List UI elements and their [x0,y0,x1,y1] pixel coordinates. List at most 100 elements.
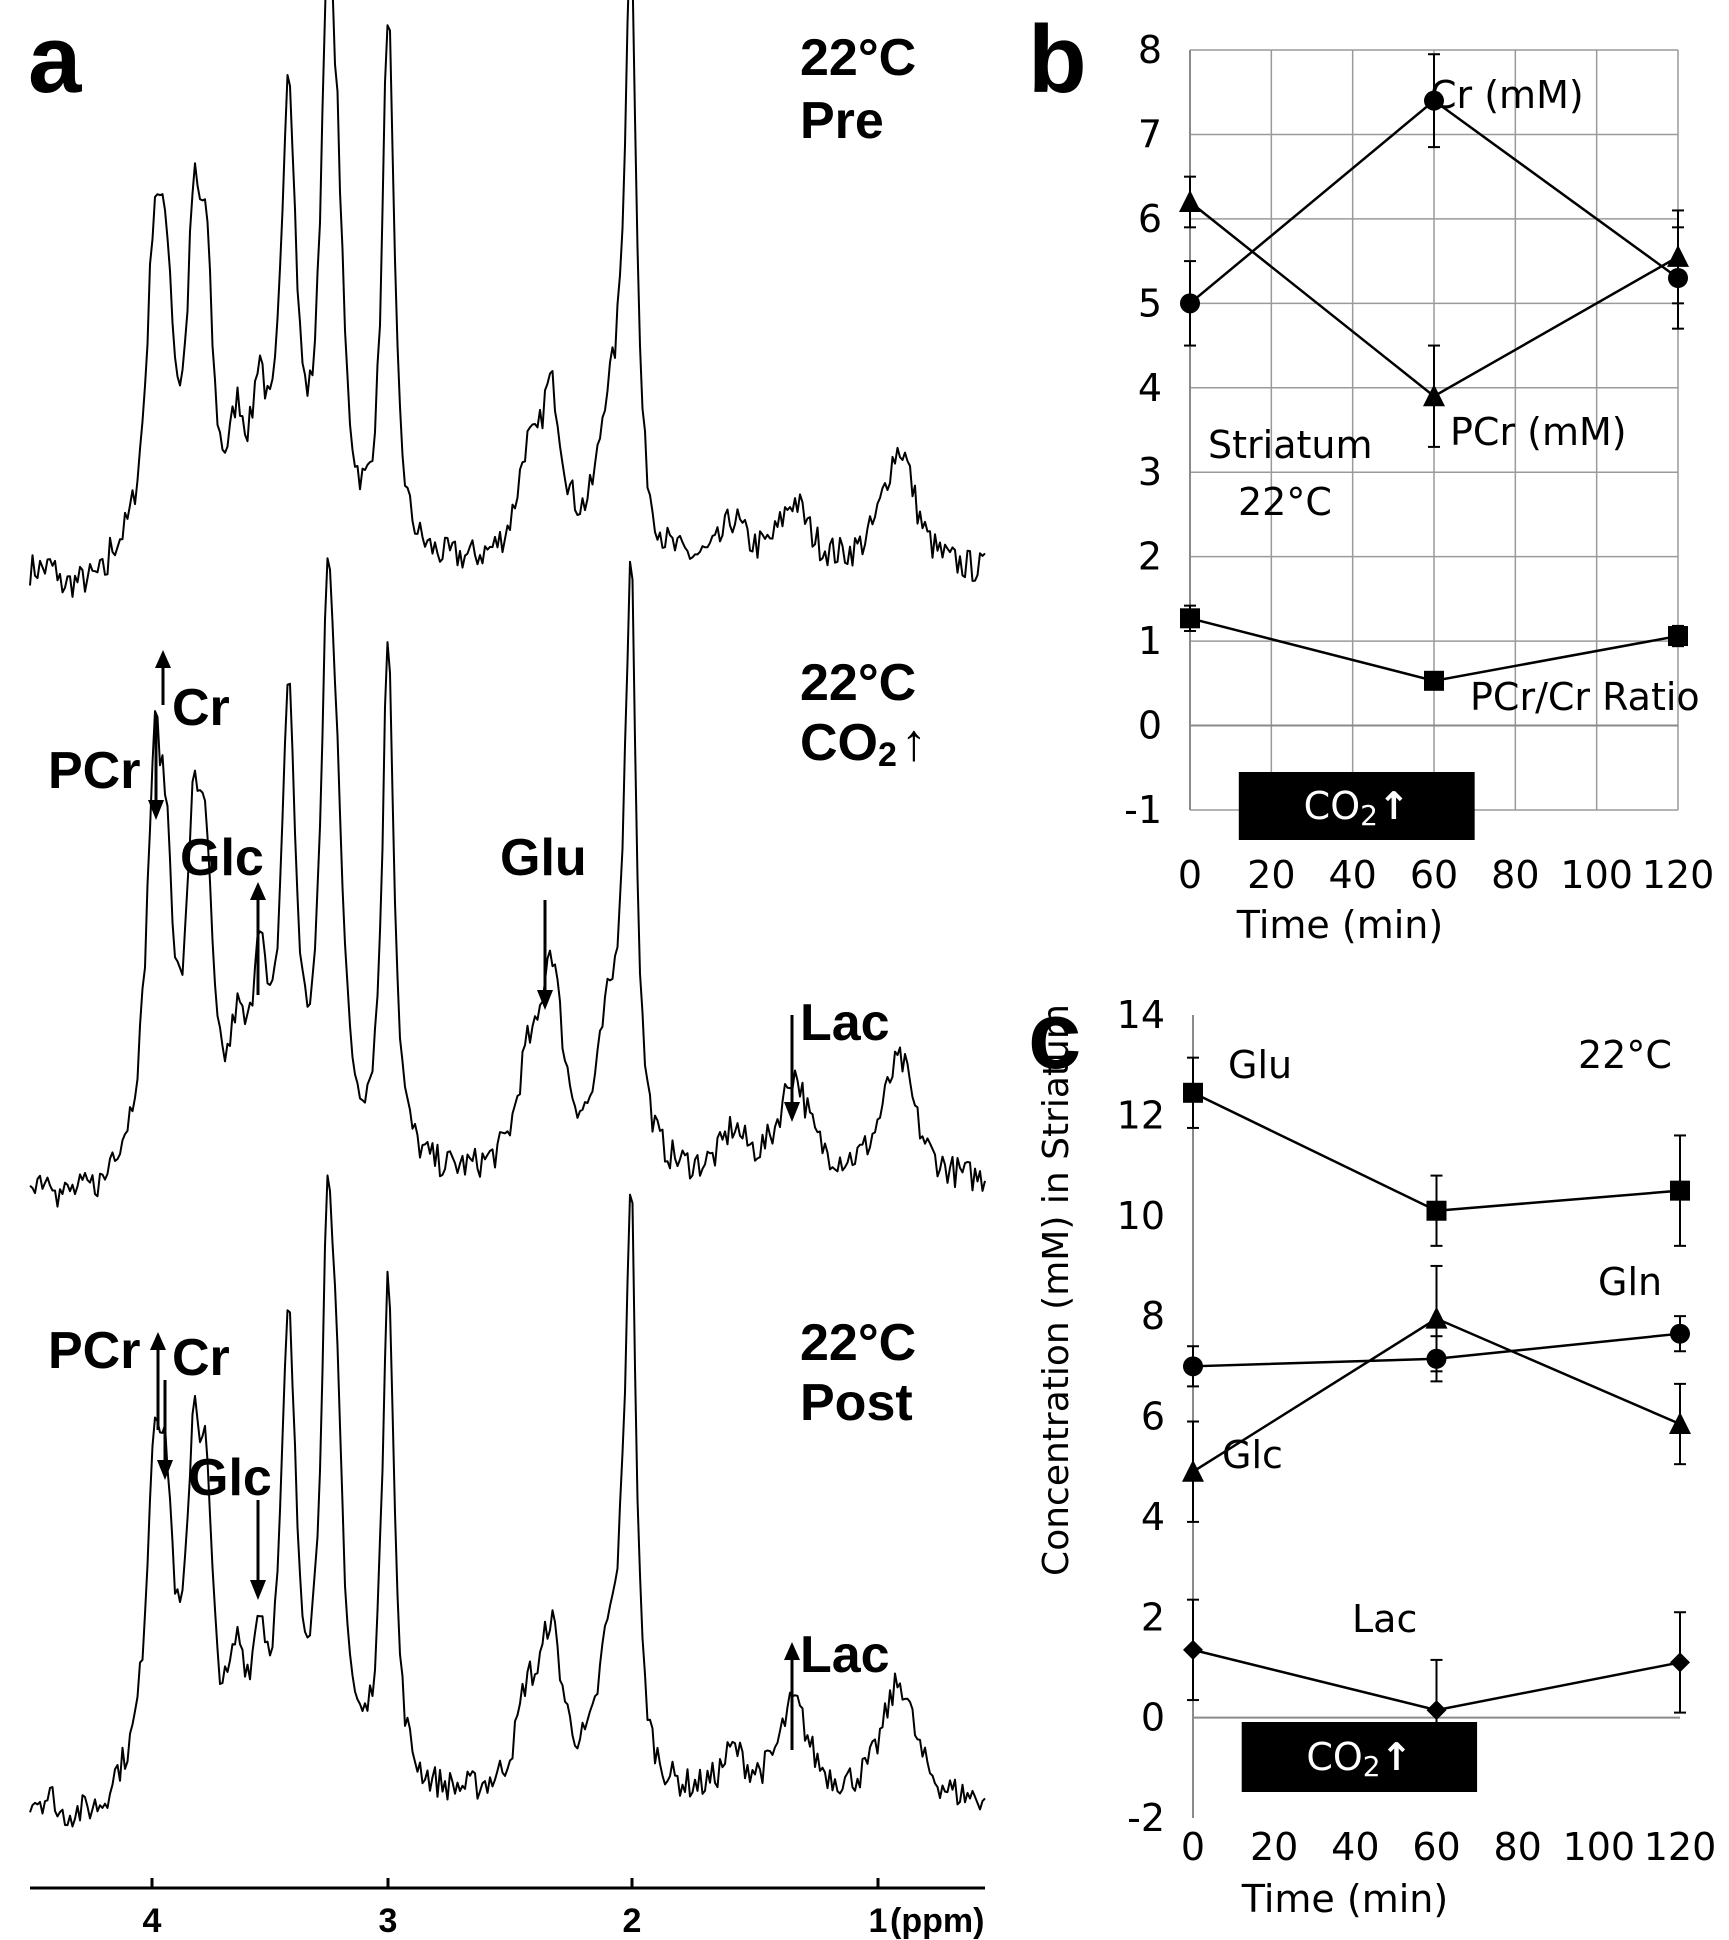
b-data-point [1179,190,1201,212]
co2-condition-sub: 2 [878,736,897,774]
c-data-point [1670,1652,1690,1673]
c-data-point [1183,1356,1203,1377]
ppm-tick-3: 3 [379,1902,398,1940]
c-y-tick-label: 8 [1141,1294,1165,1338]
ppm-unit-label: (ppm) [890,1902,984,1940]
c-series-label-glu: Glu [1228,1043,1292,1087]
c-co2-bar [1241,1722,1478,1792]
b-y-tick-label: -1 [1124,788,1162,832]
c-data-point [1426,1200,1447,1221]
post-pcr-arrow-head [150,1332,166,1350]
b-x-axis-title: Time (min) [1236,903,1443,947]
c-data-point [1425,1306,1448,1329]
b-x-tick-label: 0 [1178,853,1202,897]
co2-pcr-label: PCr [48,742,140,800]
c-y-tick-label: 0 [1141,1696,1165,1740]
panel-b-label: b [1028,6,1087,113]
b-y-tick-label: 5 [1138,281,1162,325]
post-glc-label: Glc [188,1449,272,1507]
b-x-tick-label: 60 [1410,853,1458,897]
co2-condition-label: CO2↑ [800,714,927,774]
post-condition-label: Post [800,1374,913,1432]
ppm-tick-1: 1 [869,1902,888,1940]
b-co2-bar [1238,772,1475,840]
c-y-tick-label: 14 [1117,993,1165,1037]
c-co2-bar-label: CO2↑ [1306,1735,1412,1783]
b-x-tick-label: 20 [1247,853,1295,897]
spectrum-post [29,1174,986,1828]
glu-down-arrow-head [537,990,553,1010]
c-data-point [1670,1180,1690,1201]
panel-c-label: c [1028,982,1081,1089]
c-annotation-temp: 22°C [1578,1033,1672,1077]
post-lac-arrow-head [784,1642,800,1660]
b-y-tick-label: 0 [1138,704,1162,748]
b-y-tick-label: 3 [1138,450,1162,494]
b-data-point [1180,608,1200,629]
cr-up-arrow-head [155,650,171,668]
panel-a-label: a [28,6,82,113]
b-data-point [1424,670,1444,691]
post-lac-label: Lac [800,1626,890,1684]
co2-lac-label: Lac [800,994,890,1052]
glc-up-arrow-head [250,882,266,900]
c-x-tick-label: 0 [1181,1825,1205,1869]
b-x-tick-label: 120 [1642,853,1715,897]
lac-down-arrow-head [784,1102,800,1122]
b-x-tick-label: 80 [1491,853,1539,897]
pcr-down-arrow-head [148,800,164,820]
pre-temp-label: 22°C [800,29,916,87]
c-y-tick-label: -2 [1127,1796,1165,1840]
pre-condition-label: Pre [800,92,884,150]
c-x-tick-label: 60 [1412,1825,1460,1869]
post-glc-arrow-head [250,1580,266,1600]
c-x-tick-label: 20 [1250,1825,1298,1869]
b-data-point [1668,626,1688,647]
b-data-point [1424,90,1444,111]
post-temp-label: 22°C [800,1314,916,1372]
c-y-axis-title: Concentration (mM) in Striatum [1036,1004,1077,1576]
c-x-tick-label: 40 [1331,1825,1379,1869]
c-y-tick-label: 10 [1117,1194,1165,1238]
b-data-point [1180,293,1200,314]
c-y-tick-label: 6 [1141,1395,1165,1439]
c-data-point [1670,1323,1690,1344]
c-series-label-lac: Lac [1352,1597,1417,1641]
b-y-tick-label: 1 [1138,619,1162,663]
b-y-tick-label: 6 [1138,197,1162,241]
co2-glc-label: Glc [180,829,264,887]
co2-temp-label: 22°C [800,654,916,712]
post-pcr-label: PCr [48,1322,140,1380]
b-x-tick-label: 40 [1328,853,1376,897]
c-y-tick-label: 2 [1141,1595,1165,1639]
co2-condition-arrow: ↑ [901,714,927,772]
ppm-tick-2: 2 [623,1902,642,1940]
b-series-label-cr: Cr (mM) [1430,73,1584,117]
c-y-tick-label: 4 [1141,1495,1165,1539]
b-co2-bar-label: CO2↑ [1304,784,1410,832]
spectra-group [29,0,986,1828]
post-annotations: PCr Cr Glc Lac [48,1322,890,1750]
co2-condition-text: CO [800,714,878,772]
c-data-point [1183,1082,1203,1103]
b-data-point [1423,384,1445,407]
co2-annotations: Cr PCr Glc Glu Lac [48,650,890,1122]
b-y-tick-label: 8 [1138,28,1162,72]
c-y-tick-label: 12 [1117,1093,1165,1137]
post-cr-label: Cr [172,1329,230,1387]
spectrum-pre [29,0,986,598]
b-y-tick-label: 4 [1138,366,1162,410]
ppm-tick-4: 4 [143,1902,162,1940]
spectrum-co2 [29,557,986,1208]
c-x-tick-label: 120 [1644,1825,1717,1869]
b-y-tick-label: 2 [1138,535,1162,579]
b-series-label-ratio: PCr/Cr Ratio [1470,675,1700,719]
b-annotation-striatum: Striatum [1208,423,1373,467]
c-series-label-glc: Glc [1222,1433,1283,1477]
c-x-axis-title: Time (min) [1241,1877,1448,1921]
post-cr-arrow-head [157,1460,173,1480]
c-data-point [1426,1700,1447,1721]
b-series-label-pcr: PCr (mM) [1450,410,1627,454]
